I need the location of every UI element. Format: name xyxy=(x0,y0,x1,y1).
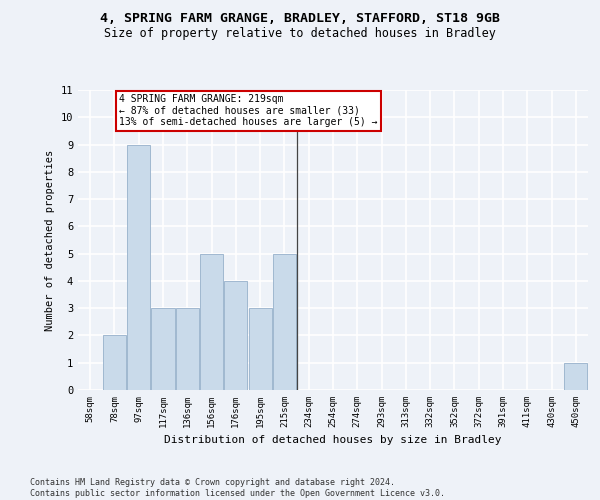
Bar xyxy=(565,362,587,390)
Text: Contains HM Land Registry data © Crown copyright and database right 2024.
Contai: Contains HM Land Registry data © Crown c… xyxy=(30,478,445,498)
Bar xyxy=(127,144,150,390)
Text: 4, SPRING FARM GRANGE, BRADLEY, STAFFORD, ST18 9GB: 4, SPRING FARM GRANGE, BRADLEY, STAFFORD… xyxy=(100,12,500,26)
Bar xyxy=(224,281,247,390)
Bar xyxy=(200,254,223,390)
Bar xyxy=(151,308,175,390)
Bar xyxy=(176,308,199,390)
Y-axis label: Number of detached properties: Number of detached properties xyxy=(45,150,55,330)
Text: 4 SPRING FARM GRANGE: 219sqm
← 87% of detached houses are smaller (33)
13% of se: 4 SPRING FARM GRANGE: 219sqm ← 87% of de… xyxy=(119,94,378,128)
Bar xyxy=(248,308,272,390)
Bar xyxy=(103,336,126,390)
Bar xyxy=(273,254,296,390)
X-axis label: Distribution of detached houses by size in Bradley: Distribution of detached houses by size … xyxy=(164,436,502,446)
Text: Size of property relative to detached houses in Bradley: Size of property relative to detached ho… xyxy=(104,28,496,40)
